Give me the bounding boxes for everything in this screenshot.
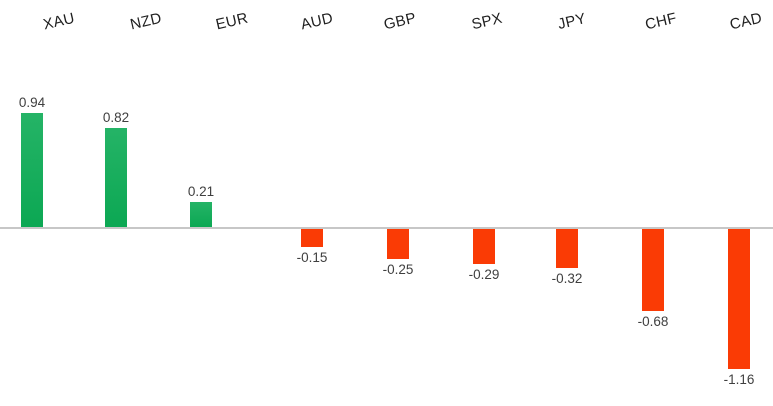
category-label-gbp: GBP [382,9,418,34]
bar-cad [728,229,750,369]
x-axis-line [0,227,773,229]
bar-xau [21,113,43,227]
value-label-xau: 0.94 [18,95,46,110]
value-label-gbp: -0.25 [382,262,414,277]
category-label-nzd: NZD [128,9,164,34]
bar-jpy [556,229,578,268]
category-label-chf: CHF [643,9,679,34]
bar-spx [473,229,495,264]
value-label-nzd: 0.82 [102,110,130,125]
bar-gbp [387,229,409,259]
category-label-eur: EUR [214,9,250,34]
bar-aud [301,229,323,247]
category-label-jpy: JPY [556,10,588,33]
category-label-xau: XAU [41,9,77,34]
category-label-aud: AUD [299,9,335,34]
value-label-jpy: -0.32 [551,271,583,286]
value-label-spx: -0.29 [468,267,500,282]
value-label-cad: -1.16 [723,372,755,387]
category-label-spx: SPX [470,9,504,34]
bar-chf [642,229,664,311]
bar-eur [190,202,212,227]
bar-nzd [105,128,127,227]
category-label-cad: CAD [728,9,764,34]
value-label-aud: -0.15 [296,250,328,265]
value-label-chf: -0.68 [637,314,669,329]
value-label-eur: 0.21 [187,184,215,199]
